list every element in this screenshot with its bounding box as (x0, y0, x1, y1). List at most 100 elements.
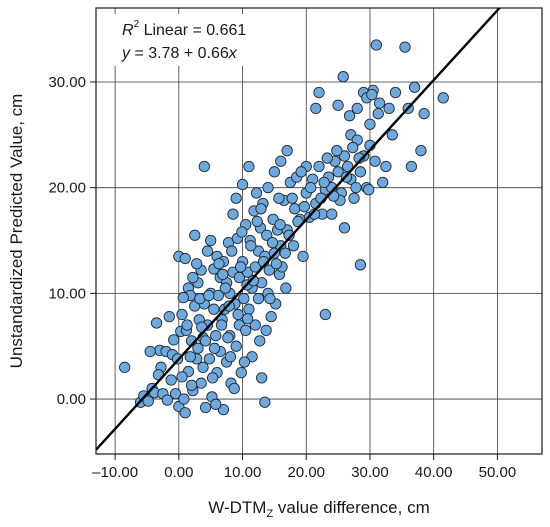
data-point (222, 332, 234, 344)
data-point (338, 222, 351, 234)
data-point (192, 342, 204, 354)
data-point (219, 282, 231, 294)
data-point (298, 201, 310, 213)
data-point (318, 176, 330, 189)
data-point (313, 86, 325, 99)
y-tick-label: 30.00 (48, 74, 86, 91)
data-point (176, 308, 188, 321)
regression-line (96, 8, 502, 451)
data-point (238, 292, 250, 305)
data-point (252, 292, 265, 305)
data-point (230, 192, 242, 204)
x-axis-label-suffix: value difference, cm (273, 498, 430, 517)
data-point (399, 41, 411, 53)
data-point (280, 282, 292, 294)
x-tick-label: 50.00 (479, 464, 517, 481)
data-point (203, 289, 215, 302)
r-squared-exponent: 2 (134, 19, 140, 30)
data-point (262, 182, 274, 194)
y-axis-label: Unstandardized Predicted Value, cm (7, 94, 26, 369)
gridlines (96, 8, 542, 454)
data-point (163, 310, 175, 323)
data-point (343, 110, 356, 122)
data-point (326, 208, 338, 220)
data-point (319, 308, 332, 321)
data-point (217, 268, 229, 280)
data-point (161, 394, 174, 406)
data-point (249, 319, 261, 331)
data-point (177, 291, 189, 304)
data-point (169, 388, 182, 400)
data-point (142, 395, 154, 407)
data-point (226, 245, 238, 257)
data-point (354, 259, 367, 271)
data-point (235, 366, 247, 379)
data-point (363, 184, 375, 196)
data-point (259, 396, 271, 408)
data-point (185, 379, 198, 391)
data-point (266, 236, 279, 249)
data-point (389, 86, 402, 99)
data-point (287, 240, 300, 252)
y-axis-ticks: 0.00 10.00 20.00 30.00 (48, 74, 96, 408)
data-point (249, 261, 261, 273)
data-point (369, 155, 381, 167)
data-point (350, 182, 362, 194)
y-tick-label: 20.00 (48, 180, 86, 197)
data-point (261, 229, 273, 241)
data-point (181, 319, 193, 331)
data-point (408, 81, 421, 93)
data-point (348, 192, 360, 204)
r-squared-annotation: R2 Linear = 0.661 (122, 19, 246, 39)
data-point (265, 310, 277, 323)
data-point (232, 308, 244, 321)
data-point (437, 92, 449, 104)
data-point (176, 371, 188, 383)
data-point (230, 340, 242, 352)
data-point (227, 208, 239, 220)
data-point (255, 203, 267, 215)
data-points (119, 39, 449, 419)
x-tick-label: 30.00 (351, 464, 389, 481)
data-point (210, 329, 222, 342)
data-point (295, 166, 307, 178)
data-point (243, 303, 255, 315)
data-point (224, 351, 237, 363)
x-tick-label: 40.00 (415, 464, 453, 481)
data-point (150, 317, 163, 329)
data-point (246, 351, 258, 363)
data-point (286, 192, 298, 204)
data-point (217, 403, 230, 416)
equation-y: y (121, 45, 131, 62)
regression-equation: y = 3.78 + 0.66x (121, 45, 238, 62)
data-point (241, 313, 254, 325)
data-point (264, 292, 276, 305)
x-axis-label-subscript: Z (266, 508, 273, 520)
data-point (144, 345, 156, 358)
data-point (179, 252, 191, 265)
data-point (236, 226, 248, 238)
data-point (205, 234, 217, 247)
data-point (351, 102, 363, 115)
data-point (270, 258, 282, 270)
data-point (274, 219, 286, 231)
data-point (354, 166, 367, 178)
data-point (203, 353, 216, 365)
data-point (223, 300, 235, 312)
data-point (405, 160, 418, 173)
data-point (263, 264, 275, 276)
data-point (313, 160, 325, 173)
data-point (370, 39, 382, 51)
data-point (206, 372, 219, 384)
data-point (256, 372, 268, 384)
x-axis-label: W-DTMZ value difference, cm (208, 498, 430, 520)
y-tick-label: 0.00 (57, 391, 86, 408)
x-tick-label: 0.00 (164, 464, 193, 481)
annotation-background (108, 14, 268, 66)
annotation-box: R2 Linear = 0.661 y = 3.78 + 0.66x (108, 14, 268, 66)
data-point (245, 240, 257, 252)
data-point (338, 150, 351, 162)
data-point (372, 108, 384, 120)
data-point (238, 356, 251, 368)
